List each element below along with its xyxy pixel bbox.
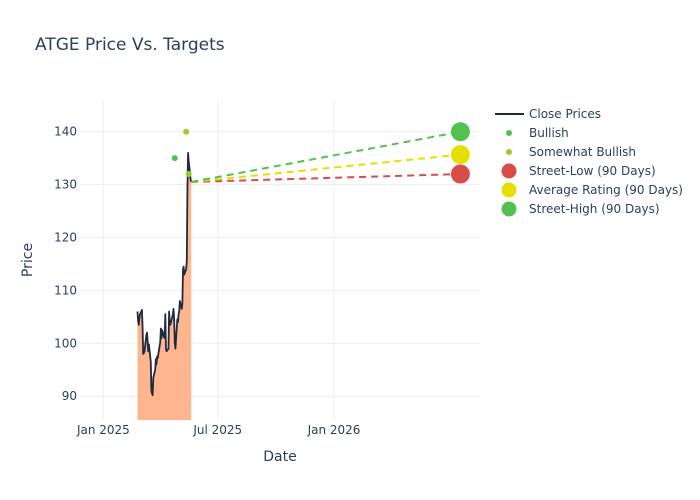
projection-layer [191,130,461,183]
legend-close-prices-label: Close Prices [529,107,601,121]
x-tick-label: Jul 2025 [192,423,242,437]
y-tick-label: 100 [54,336,77,350]
street-high-target-marker [450,122,470,142]
legend-street-high-label: Street-High (90 Days) [529,202,660,216]
y-tick-label: 120 [54,231,77,245]
somewhat-bullish-point [183,128,190,135]
legend-average-rating-swatch [501,182,517,198]
area-layer [137,152,192,420]
average-rating-projection-line [191,153,461,183]
bullish-point [171,155,178,162]
street-high-projection-line [191,130,461,183]
legend-average-rating-label: Average Rating (90 Days) [529,183,683,197]
legend-bullish-swatch [506,130,512,136]
legend-street-high-swatch [501,201,517,217]
street-low-projection-line [191,173,461,183]
close-price-area [137,152,192,420]
street-low-target-marker [450,164,470,184]
legend-bullish-label: Bullish [529,126,569,140]
average-rating-target-marker [450,145,470,165]
marker-layer [171,122,470,184]
legend-somewhat-bullish-swatch [506,149,512,155]
somewhat-bullish-point [185,171,192,178]
line-layer [136,151,193,397]
y-tick-label: 90 [62,389,77,403]
legend[interactable]: Close Prices Bullish Somewhat Bullish Stree… [495,107,683,217]
x-tick-label: Jan 2026 [307,423,361,437]
y-tick-label: 110 [54,283,77,297]
close-price-line [136,151,193,397]
x-axis-title: Date [263,449,296,465]
x-tick-label: Jan 2025 [76,423,130,437]
legend-street-low-swatch [501,163,517,179]
y-axis-title: Price [20,243,36,277]
axis-layer: 90 100 110 120 130 140 Jan 2025 Jul 2025 Jan 202… [54,125,360,437]
y-tick-label: 140 [54,125,77,139]
y-tick-label: 130 [54,178,77,192]
chart-title: ATGE Price Vs. Targets [35,35,225,55]
legend-street-low-label: Street-Low (90 Days) [529,164,656,178]
legend-somewhat-bullish-label: Somewhat Bullish [529,145,636,159]
